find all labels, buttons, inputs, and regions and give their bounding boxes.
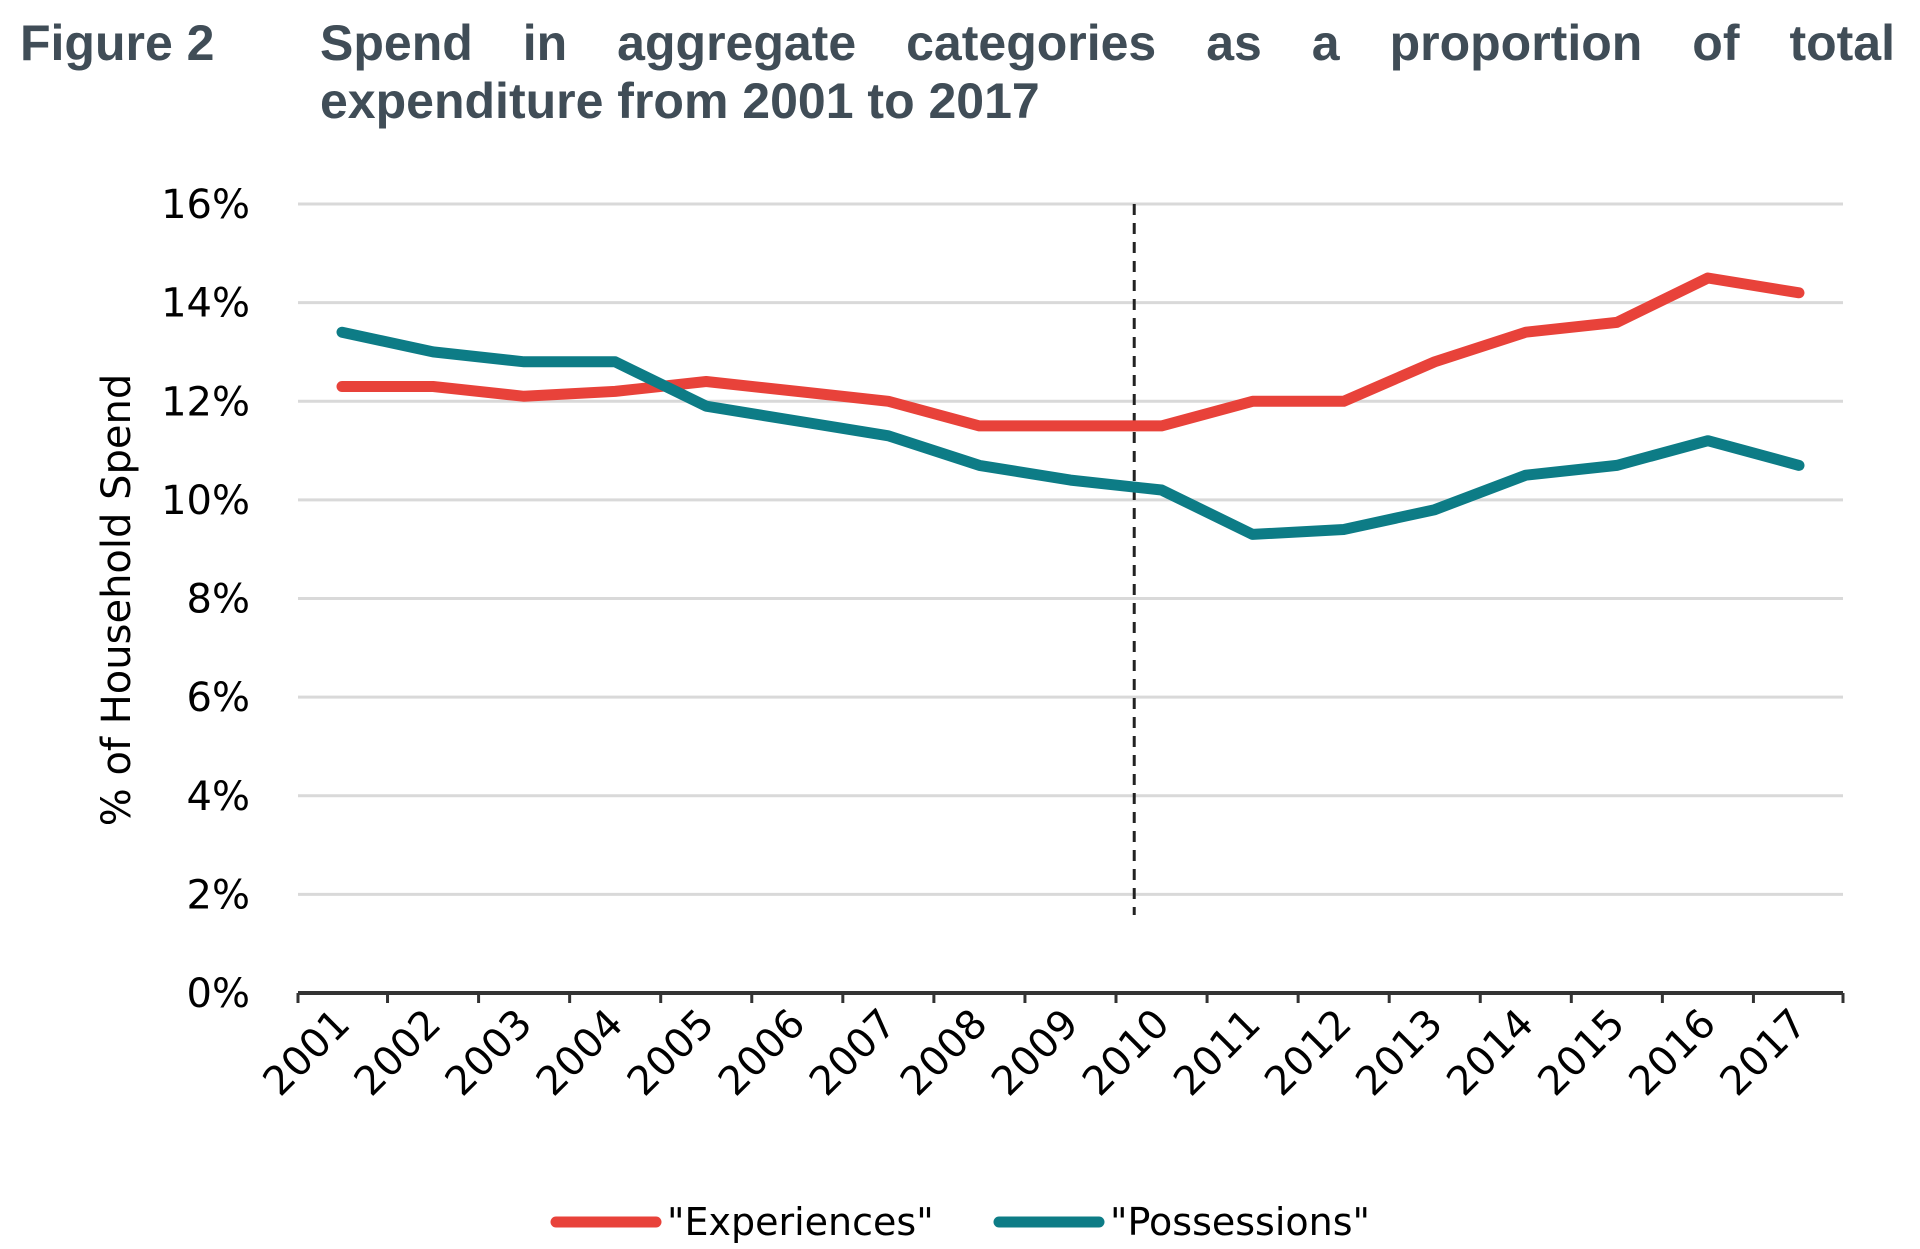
x-tick-label: 2009 (983, 1001, 1088, 1106)
gridlines (298, 202, 1843, 896)
x-tick-label: 2010 (1074, 1001, 1179, 1106)
x-tick-labels: 2001200220032004200520062007200820092010… (255, 1001, 1816, 1106)
x-tick-label: 2013 (1347, 1001, 1452, 1106)
y-tick-labels: 0% 2% 4% 6% 8% 10% 12% 14% 16% (161, 182, 250, 1017)
x-tick-label: 2004 (528, 1001, 633, 1106)
x-tick-label: 2001 (255, 1001, 360, 1106)
legend-label: "Experiences" (667, 1200, 934, 1244)
y-tick-label: 4% (187, 774, 250, 820)
y-tick-label: 16% (161, 182, 250, 228)
figure-label: Figure 2 (20, 15, 215, 71)
x-tick-label: 2003 (437, 1001, 542, 1106)
figure-title: Spend in aggregate categories as a propo… (320, 15, 1895, 129)
x-tick-label: 2006 (710, 1001, 815, 1106)
x-tick-label: 2012 (1256, 1001, 1361, 1106)
y-tick-label: 8% (187, 577, 250, 623)
x-tick-label: 2016 (1620, 1001, 1725, 1106)
x-tick-label: 2015 (1529, 1001, 1634, 1106)
y-tick-label: 10% (161, 478, 250, 524)
x-tick-label: 2017 (1712, 1001, 1817, 1106)
series-line (336, 272, 1805, 432)
y-tick-label: 0% (187, 971, 250, 1017)
x-tick-label: 2014 (1438, 1001, 1543, 1106)
x-tick-label: 2005 (619, 1001, 724, 1106)
x-tick-label: 2002 (346, 1001, 451, 1106)
series-group (336, 272, 1805, 540)
y-tick-label: 2% (187, 872, 250, 918)
x-tick-label: 2007 (801, 1001, 906, 1106)
legend: "Experiences" "Possessions" (550, 1200, 1370, 1244)
series-line (336, 326, 1805, 540)
x-axis (296, 991, 1845, 1003)
x-tick-label: 2008 (892, 1001, 997, 1106)
x-tick-label: 2011 (1165, 1001, 1270, 1106)
y-tick-label: 6% (187, 675, 250, 721)
y-axis-label: % of Household Spend (94, 374, 140, 827)
y-tick-label: 12% (161, 379, 250, 425)
y-tick-label: 14% (161, 281, 250, 327)
legend-label: "Possessions" (1110, 1200, 1370, 1244)
